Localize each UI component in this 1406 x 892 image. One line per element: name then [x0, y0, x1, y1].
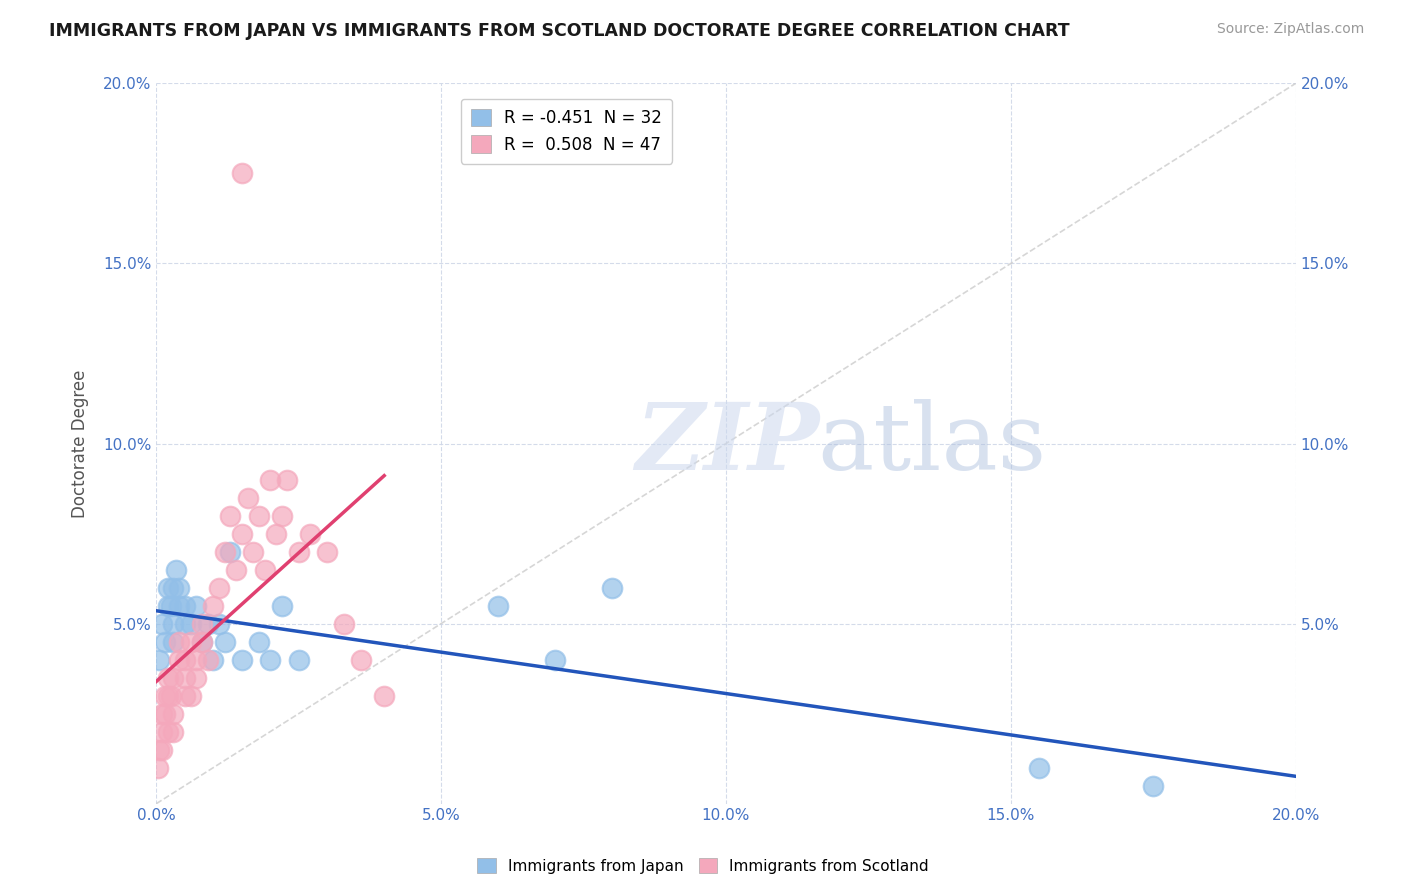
Point [276, 473, 298, 487]
Point [186, 652, 208, 666]
Point [253, 563, 276, 577]
Point [167, 599, 190, 613]
Point [186, 671, 208, 685]
Point [600, 581, 623, 595]
Legend: Immigrants from Japan, Immigrants from Scotland: Immigrants from Japan, Immigrants from S… [471, 852, 935, 880]
Point [197, 616, 219, 631]
Point [259, 473, 281, 487]
Point [231, 652, 253, 666]
Point [197, 652, 219, 666]
Point [264, 526, 287, 541]
Point [153, 689, 176, 703]
Point [219, 544, 242, 558]
Point [316, 544, 339, 558]
Y-axis label: Doctorate Degree: Doctorate Degree [72, 369, 89, 517]
Point [180, 634, 202, 648]
Point [173, 671, 195, 685]
Point [202, 599, 225, 613]
Point [162, 706, 184, 721]
Point [350, 652, 373, 666]
Text: atlas: atlas [817, 399, 1046, 489]
Point [180, 689, 202, 703]
Point [167, 634, 190, 648]
Point [191, 634, 214, 648]
Point [162, 671, 184, 685]
Point [287, 544, 309, 558]
Point [173, 599, 195, 613]
Point [165, 563, 187, 577]
Point [156, 599, 179, 613]
Point [148, 742, 170, 756]
Point [159, 599, 181, 613]
Point [214, 544, 236, 558]
Point [544, 652, 567, 666]
Point [150, 742, 173, 756]
Point [208, 616, 231, 631]
Point [486, 599, 509, 613]
Point [150, 706, 173, 721]
Point [167, 652, 190, 666]
Point [156, 724, 179, 739]
Point [202, 652, 225, 666]
Point [153, 706, 176, 721]
Point [150, 616, 173, 631]
Point [242, 544, 264, 558]
Point [219, 508, 242, 523]
Point [236, 491, 259, 505]
Point [247, 508, 270, 523]
Point [259, 652, 281, 666]
Point [373, 689, 395, 703]
Point [180, 616, 202, 631]
Point [214, 634, 236, 648]
Point [148, 652, 170, 666]
Point [150, 724, 173, 739]
Text: Source: ZipAtlas.com: Source: ZipAtlas.com [1216, 22, 1364, 37]
Point [156, 689, 179, 703]
Text: ZIP: ZIP [636, 399, 820, 489]
Legend: R = -0.451  N = 32, R =  0.508  N = 47: R = -0.451 N = 32, R = 0.508 N = 47 [461, 99, 672, 163]
Point [162, 581, 184, 595]
Point [208, 581, 231, 595]
Point [270, 599, 292, 613]
Point [1142, 779, 1164, 793]
Point [173, 689, 195, 703]
Point [162, 634, 184, 648]
Point [186, 599, 208, 613]
Point [225, 563, 247, 577]
Point [156, 671, 179, 685]
Point [231, 526, 253, 541]
Point [153, 634, 176, 648]
Point [270, 508, 292, 523]
Point [146, 761, 169, 775]
Point [173, 616, 195, 631]
Point [333, 616, 356, 631]
Point [287, 652, 309, 666]
Point [173, 652, 195, 666]
Point [299, 526, 322, 541]
Point [1028, 761, 1050, 775]
Point [191, 616, 214, 631]
Text: IMMIGRANTS FROM JAPAN VS IMMIGRANTS FROM SCOTLAND DOCTORATE DEGREE CORRELATION C: IMMIGRANTS FROM JAPAN VS IMMIGRANTS FROM… [49, 22, 1070, 40]
Point [162, 616, 184, 631]
Point [162, 724, 184, 739]
Point [247, 634, 270, 648]
Point [231, 166, 253, 180]
Point [156, 581, 179, 595]
Point [167, 581, 190, 595]
Point [159, 689, 181, 703]
Point [191, 634, 214, 648]
